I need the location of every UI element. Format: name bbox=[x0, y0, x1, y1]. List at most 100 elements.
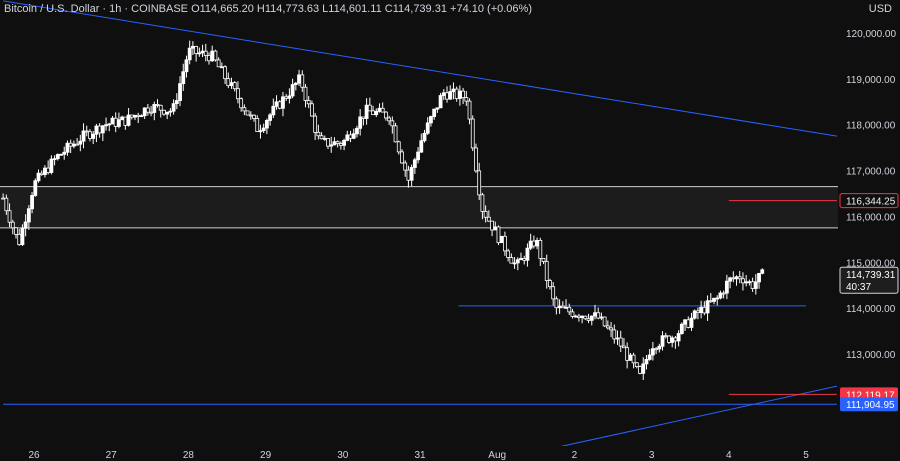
candle-body bbox=[464, 97, 469, 102]
candle-body bbox=[438, 95, 443, 109]
candle-body bbox=[577, 315, 581, 318]
candle-body bbox=[512, 262, 517, 265]
candle-body bbox=[705, 300, 710, 314]
candle-body bbox=[264, 120, 269, 129]
candle-body bbox=[23, 221, 28, 229]
candle-body bbox=[657, 345, 662, 350]
candle-body bbox=[71, 143, 76, 147]
candle-body bbox=[461, 90, 466, 98]
candle-body bbox=[252, 114, 256, 119]
candle-body bbox=[149, 111, 153, 114]
candle-body bbox=[641, 363, 646, 374]
candle-body bbox=[68, 142, 73, 147]
candle-body bbox=[374, 111, 379, 116]
price-label-box bbox=[840, 397, 898, 412]
candle-body bbox=[4, 197, 9, 212]
candle-body bbox=[200, 50, 205, 54]
x-tick-label: 27 bbox=[106, 450, 118, 461]
ohlc-close: C114,739.31 bbox=[384, 3, 447, 15]
price-axis[interactable] bbox=[838, 0, 900, 461]
candle-body bbox=[113, 117, 118, 127]
candle-body bbox=[541, 257, 546, 262]
ohlc-high: H114,773.63 bbox=[256, 3, 320, 15]
candle-body bbox=[564, 306, 568, 309]
candle-body bbox=[712, 297, 716, 302]
candle-body bbox=[345, 134, 350, 141]
candle-body bbox=[319, 135, 324, 140]
symbol-title: Bitcoin / U.S. Dollar · 1h · COINBASE bbox=[4, 3, 188, 15]
price-label-box bbox=[839, 193, 899, 209]
candle-body bbox=[284, 96, 289, 99]
candle-body bbox=[306, 100, 311, 105]
candle-body bbox=[213, 50, 218, 61]
candle-body bbox=[281, 96, 285, 109]
candle-body bbox=[133, 114, 137, 118]
trendline-1 bbox=[3, 0, 837, 137]
candle-body bbox=[49, 158, 54, 173]
candle-body bbox=[699, 306, 704, 314]
candle-body bbox=[181, 71, 186, 85]
price-change: +74.10 (+0.06%) bbox=[450, 3, 532, 15]
candle-body bbox=[187, 47, 192, 61]
candle-body bbox=[506, 250, 511, 258]
candle-body bbox=[293, 82, 298, 85]
candle-body bbox=[268, 114, 273, 121]
candle-body bbox=[30, 195, 34, 210]
candle-body bbox=[708, 300, 713, 303]
candle-body bbox=[152, 104, 157, 113]
candle-body bbox=[744, 281, 749, 284]
candle-body bbox=[650, 348, 655, 356]
x-tick-label: 2 bbox=[572, 450, 578, 461]
price-label-text: 111,904.95 bbox=[846, 400, 895, 411]
y-tick-label: 113,000.00 bbox=[846, 350, 896, 361]
candle-body bbox=[10, 221, 15, 229]
candle-body bbox=[377, 107, 382, 112]
candle-body bbox=[310, 103, 314, 117]
y-tick-label: 119,000.00 bbox=[846, 75, 896, 86]
candle-body bbox=[171, 103, 176, 112]
candle-body bbox=[258, 130, 263, 133]
candle-body bbox=[223, 66, 227, 80]
candle-body bbox=[26, 208, 31, 223]
price-label-countdown: 40:37 bbox=[846, 282, 871, 293]
x-tick-label: 30 bbox=[337, 450, 349, 461]
candle-body bbox=[197, 52, 202, 55]
candle-body bbox=[7, 210, 12, 223]
candle-body bbox=[625, 347, 630, 361]
candle-body bbox=[104, 124, 108, 127]
candle-body bbox=[667, 335, 671, 343]
candle-body bbox=[78, 140, 83, 145]
price-label-text: 114,739.31 bbox=[846, 270, 896, 281]
candle-body bbox=[490, 220, 494, 231]
candle-body bbox=[753, 281, 758, 289]
candle-body bbox=[14, 227, 18, 235]
candle-body bbox=[364, 104, 369, 119]
price-label-text: 116,344.25 bbox=[846, 197, 896, 208]
candle-body bbox=[573, 315, 578, 318]
candle-body bbox=[322, 138, 327, 140]
candle-body bbox=[194, 45, 199, 54]
candle-body bbox=[628, 354, 633, 361]
candle-body bbox=[515, 259, 520, 264]
candle-body bbox=[425, 122, 430, 134]
y-axis: 120,000.00 119,000.00 118,000.00 117,000.00… bbox=[846, 29, 896, 361]
candle-body bbox=[499, 235, 504, 244]
candle-body bbox=[679, 323, 684, 334]
candle-body bbox=[232, 82, 237, 90]
candle-body bbox=[519, 258, 523, 261]
candle-body bbox=[721, 292, 726, 295]
candle-body bbox=[728, 277, 732, 282]
candle-body bbox=[165, 111, 170, 115]
candle-body bbox=[618, 337, 623, 347]
candle-body bbox=[271, 105, 276, 116]
candle-body bbox=[448, 91, 453, 100]
candle-body bbox=[544, 261, 549, 281]
candle-body bbox=[737, 276, 742, 280]
candle-body bbox=[36, 172, 41, 182]
candle-body bbox=[329, 144, 334, 147]
currency-label[interactable]: USD bbox=[868, 3, 892, 15]
zone-layer bbox=[0, 186, 838, 229]
candle-body bbox=[654, 348, 659, 351]
candle-body bbox=[297, 74, 301, 84]
